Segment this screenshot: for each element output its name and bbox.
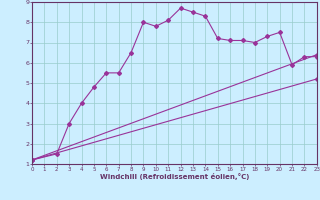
X-axis label: Windchill (Refroidissement éolien,°C): Windchill (Refroidissement éolien,°C) bbox=[100, 173, 249, 180]
